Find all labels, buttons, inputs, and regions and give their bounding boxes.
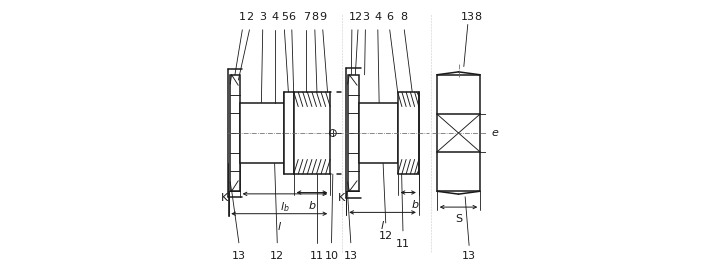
Text: 3: 3 xyxy=(259,12,266,22)
Bar xyxy=(398,92,419,174)
Text: 11: 11 xyxy=(310,251,324,261)
Bar xyxy=(230,75,240,191)
Bar xyxy=(240,103,284,163)
Text: 7: 7 xyxy=(303,12,310,22)
Text: 9: 9 xyxy=(319,12,326,22)
Text: 1: 1 xyxy=(239,12,246,22)
Text: 4: 4 xyxy=(375,12,382,22)
Text: 8: 8 xyxy=(312,12,319,22)
Text: 2: 2 xyxy=(246,12,253,22)
Text: 10: 10 xyxy=(324,251,338,261)
Text: 12: 12 xyxy=(270,251,285,261)
Text: $b$: $b$ xyxy=(308,199,316,211)
Text: 8: 8 xyxy=(401,12,408,22)
Text: 6: 6 xyxy=(387,12,393,22)
Bar xyxy=(437,75,480,191)
Text: 13: 13 xyxy=(232,251,246,261)
Text: $l$: $l$ xyxy=(380,219,385,231)
Text: 13: 13 xyxy=(462,251,476,261)
Text: 12: 12 xyxy=(379,231,393,241)
Text: S: S xyxy=(455,214,462,224)
Text: 1: 1 xyxy=(348,12,355,22)
Text: 6: 6 xyxy=(288,12,295,22)
Text: K: K xyxy=(221,193,228,203)
Bar xyxy=(359,103,398,163)
Text: 2: 2 xyxy=(355,12,362,22)
Text: 4: 4 xyxy=(271,12,278,22)
Text: $b$: $b$ xyxy=(411,198,419,210)
Text: 13: 13 xyxy=(461,12,475,22)
Bar xyxy=(294,92,330,174)
Text: 5: 5 xyxy=(281,12,288,22)
Text: 3: 3 xyxy=(362,12,369,22)
Bar xyxy=(348,75,359,191)
Text: 11: 11 xyxy=(396,239,410,249)
Text: 13: 13 xyxy=(344,251,358,261)
Text: 8: 8 xyxy=(474,12,481,22)
Text: $l$: $l$ xyxy=(277,220,282,232)
Text: e: e xyxy=(491,128,498,138)
Text: K: K xyxy=(338,193,346,203)
Text: $l_b$: $l_b$ xyxy=(280,201,290,214)
Bar xyxy=(284,92,294,174)
